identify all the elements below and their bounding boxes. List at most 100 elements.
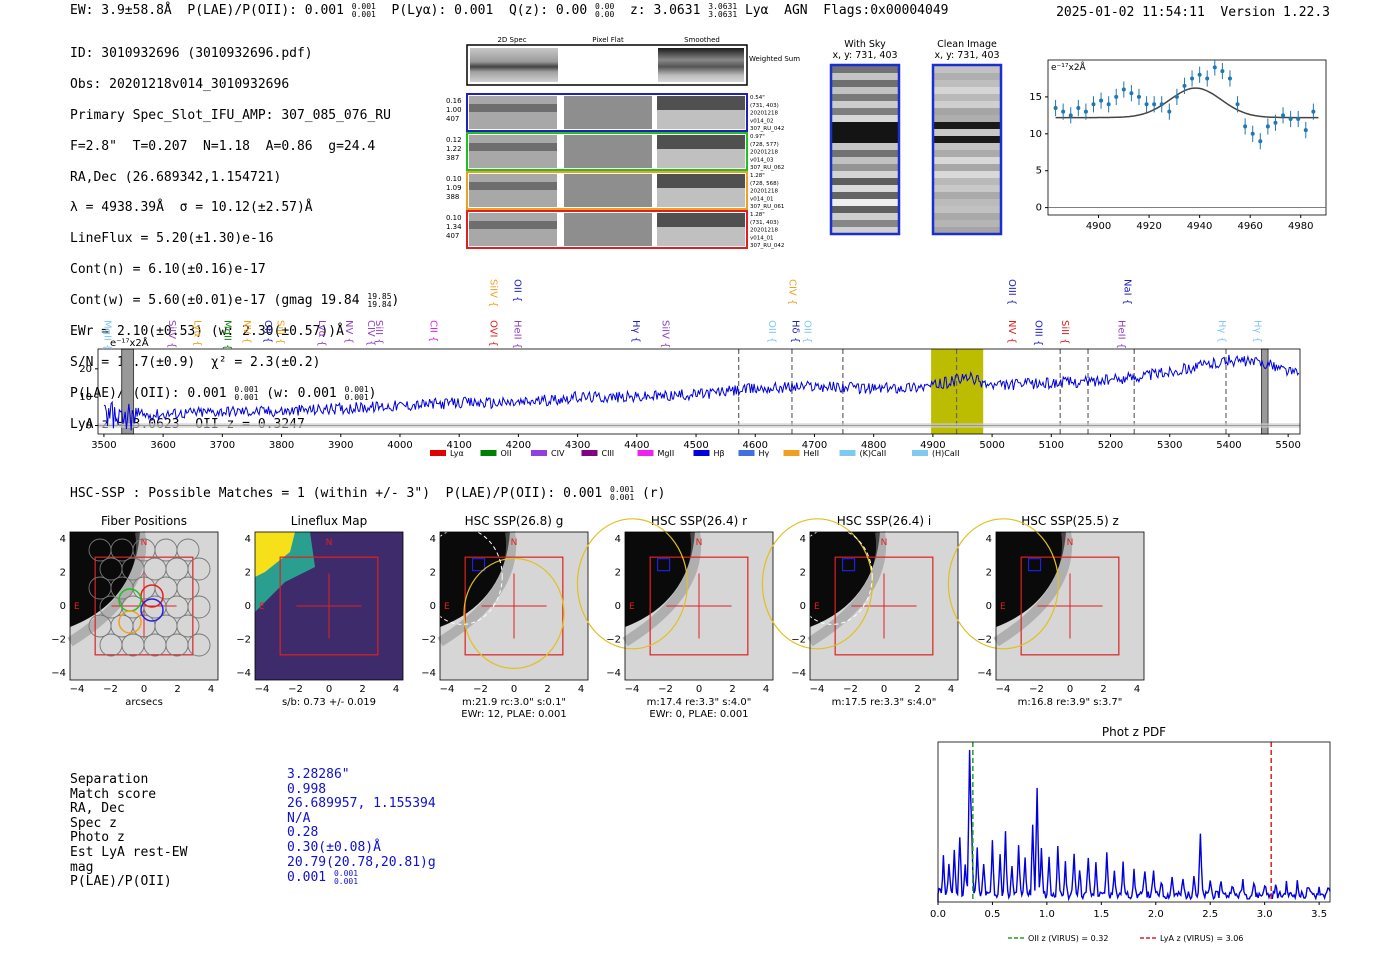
info-plae-w-lo: 0.001: [344, 392, 369, 402]
header-tail: Lyα AGN Flags:0x00004049: [744, 3, 949, 18]
spectrum-line-label: Hγ {: [630, 320, 641, 343]
clean-stripe: [934, 73, 1000, 80]
cutout-row-meta: (731, 403): [750, 220, 779, 226]
clean-stripe: [934, 192, 1000, 199]
cutout-2d-trace: [469, 143, 557, 151]
hsc-xtick-label: 2: [1100, 684, 1106, 695]
hsc-ytick-label: −4: [791, 668, 806, 679]
hsc-bright-source: [70, 532, 140, 627]
spectrum-legend-swatch: [839, 450, 856, 456]
cutout-row-meta: 307_RU_042: [750, 243, 784, 249]
match-labels: Separation Match score RA, Dec Spec z Ph…: [70, 772, 187, 890]
zoom-xtick-label: 4960: [1237, 221, 1262, 232]
spectrum-line-label: OIII {: [1006, 279, 1017, 305]
spectrum-line-label-text: OII {: [511, 279, 522, 302]
photz-xtick-label: 1.5: [1093, 909, 1109, 920]
spectrum-line-label: Hδ {: [790, 320, 801, 343]
spectrum-xtick-label: 4800: [861, 440, 886, 451]
spectrum-xtick-label: 5400: [1216, 440, 1241, 451]
spectrum-xtick-label: 4400: [624, 440, 649, 451]
spectrum-line-label-text: SiII {: [1059, 320, 1070, 345]
hsc-ytick-label: 0: [60, 601, 66, 612]
cutout-row-meta: 307_RU_062: [750, 165, 784, 171]
hsc-bright-source: [996, 532, 1066, 627]
zoom-point: [1129, 91, 1134, 96]
info-plae-frac: 0.001 0.001: [234, 384, 259, 402]
spectrum-legend-swatch: [637, 450, 654, 456]
spectrum-line-label-text: CIV {: [365, 320, 376, 346]
fiber-circle: [176, 538, 200, 562]
cutout-2d-trace: [469, 221, 557, 229]
weighted-sum-label: Weighted Sum: [749, 55, 800, 63]
zoom-point: [1068, 113, 1073, 118]
zoom-point: [1303, 128, 1308, 133]
hsc-xtick-label: 4: [393, 684, 399, 695]
zoom-point: [1174, 94, 1179, 99]
hsc-xtick-label: −4: [625, 684, 640, 695]
cutout-2d: [469, 135, 557, 168]
hsc-east: E: [259, 602, 265, 612]
spectrum-line-label-text: SiIV {: [166, 320, 177, 348]
sky-stripe: [832, 136, 898, 143]
spectrum-line-label: SiII {: [275, 320, 286, 345]
spectrum-line-label-text: NV {: [1006, 320, 1017, 344]
hsc-panel-title: HSC SSP(25.5) z: [1021, 514, 1119, 528]
clean-stripe: [934, 164, 1000, 171]
info-plae-w-frac: 0.001 0.001: [344, 385, 369, 402]
hsc-north: N: [1067, 538, 1074, 548]
spectrum-line-label: OVI {: [488, 320, 499, 347]
clean-stripe: [934, 178, 1000, 185]
hsc-xtick-label: 2: [359, 684, 365, 695]
photz-xtick-label: 3.0: [1257, 909, 1273, 920]
spectrum-line-label: Lyα {: [192, 320, 203, 347]
hsc-caption: m:17.5 re:3.3" s:4.0": [832, 697, 937, 708]
info-plae-hi: 0.001: [234, 384, 259, 394]
col-header-2d: 2D Spec: [497, 36, 526, 44]
hsc-east: E: [444, 602, 450, 612]
sky-stripe: [832, 80, 898, 87]
cutout-row-meta: 307_RU_042: [750, 126, 784, 132]
spectrum-legend-label: CIV: [551, 449, 565, 458]
hsc-panel-frame: [809, 531, 959, 681]
zoom-point: [1212, 65, 1217, 70]
spectrum-line-label-text: SiIV {: [659, 320, 670, 348]
hsc-caption: arcsecs: [125, 697, 163, 708]
hsc-xtick-label: −4: [255, 684, 270, 695]
photz-xtick-label: 2.5: [1202, 909, 1218, 920]
spectrum-legend-label: Hγ: [759, 449, 770, 458]
lineflux-peak: [255, 532, 295, 577]
spectrum-frame: [97, 348, 1301, 435]
match-value-photoz: 0.28: [287, 825, 319, 841]
hsc-east: E: [629, 602, 635, 612]
spectrum-line-label-text: SiII {: [373, 320, 384, 345]
zoom-point: [1136, 94, 1141, 99]
zoom-point: [1258, 139, 1263, 144]
hsc-ytick-label: −2: [791, 635, 806, 646]
info-contw-hi: 19.85: [367, 291, 392, 301]
sky-stripe: [832, 122, 898, 129]
spectrum-line-label: SiIV {: [659, 320, 670, 348]
hsc-ytick-label: 2: [60, 568, 66, 579]
cutout-row-stat: 407: [446, 115, 459, 123]
spectrum-line-label: Hγ {: [1252, 320, 1263, 343]
hsc-caption-2: EWr: 12, PLAE: 0.001: [461, 709, 567, 720]
sky-stripe: [832, 178, 898, 185]
spectrum-legend-label: Hβ: [714, 449, 725, 458]
sky-stripe: [832, 108, 898, 115]
hsc-ytick-label: 4: [60, 534, 66, 545]
hsc-aperture-ellipse: [576, 518, 689, 650]
header-z-lo: 3.0631: [708, 10, 738, 19]
hsc-bright-source: [810, 532, 880, 627]
spectrum-xtick-label: 3900: [328, 440, 353, 451]
match-label-score: Match score: [70, 786, 157, 802]
info-plae-lo: 0.001: [234, 392, 259, 402]
hsc-region-box: [94, 556, 194, 656]
clean-stripe: [934, 199, 1000, 206]
cutout-row-meta: 1.28": [750, 212, 765, 218]
spectrum-legend-swatch: [531, 450, 547, 456]
cutout-row-stat: 1.00: [446, 106, 462, 114]
spectrum-line-label-text: HeII {: [511, 320, 522, 349]
hsc-east: E: [814, 602, 820, 612]
hsc-north: N: [326, 538, 333, 548]
zoom-point: [1152, 102, 1157, 107]
